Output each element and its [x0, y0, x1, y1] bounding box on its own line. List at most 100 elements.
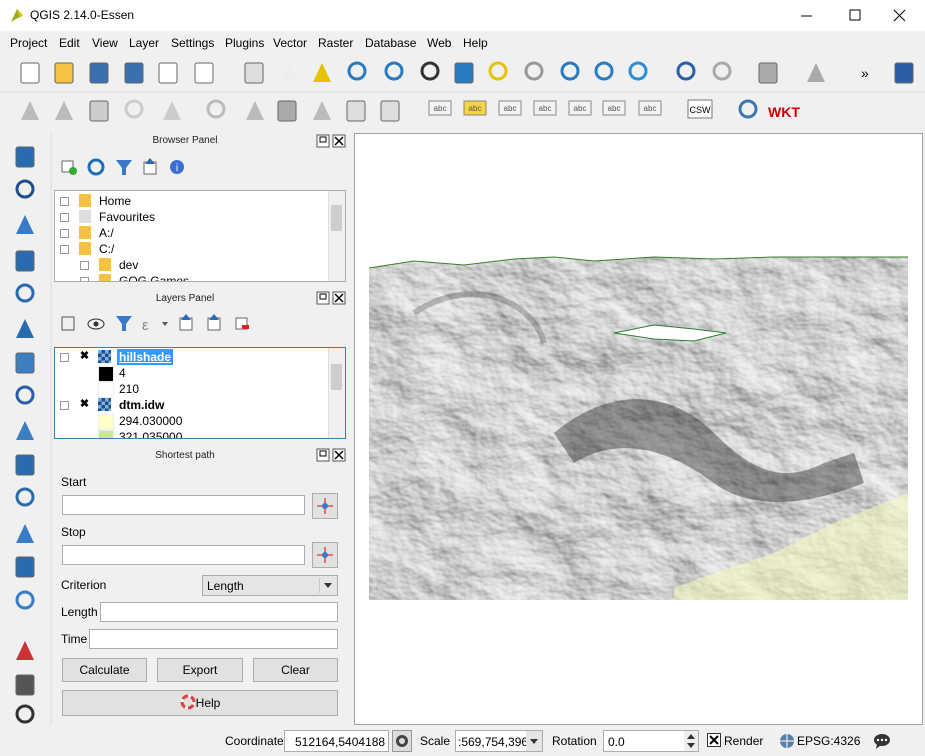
menu-item[interactable]: Layer [129, 36, 160, 50]
menu-item[interactable]: Help [463, 36, 488, 50]
tool-icon[interactable] [246, 101, 264, 120]
calculate-button[interactable]: Calculate [62, 658, 147, 682]
tool-icon[interactable] [384, 61, 404, 81]
tool-icon[interactable] [16, 319, 34, 338]
layer-name[interactable]: hillshade [117, 349, 174, 365]
menu-item[interactable]: Raster [318, 36, 354, 50]
tool-icon[interactable] [89, 100, 109, 122]
scroll-thumb[interactable] [331, 364, 342, 390]
tool-icon[interactable] [628, 61, 648, 81]
tree-item[interactable]: Home [99, 194, 132, 208]
label-tool[interactable] [463, 100, 487, 116]
tool-icon[interactable] [15, 250, 35, 272]
coordinate-field[interactable]: 512164,5404188 [284, 730, 389, 752]
tool-icon[interactable] [15, 487, 35, 507]
messages-icon[interactable] [872, 731, 892, 751]
panel-buttons[interactable] [316, 134, 348, 148]
tool-icon[interactable] [163, 101, 181, 120]
tree-expander[interactable] [60, 245, 69, 254]
tool-icon[interactable] [89, 62, 109, 84]
tool-icon[interactable] [380, 100, 400, 122]
panel-tools[interactable]: ε [58, 312, 258, 336]
time-output[interactable] [89, 629, 338, 649]
tool-icon[interactable] [15, 674, 35, 696]
tree-expander[interactable] [60, 197, 69, 206]
tool-icon[interactable] [712, 61, 732, 81]
tool-icon[interactable] [15, 283, 35, 303]
tool-icon[interactable] [16, 641, 34, 660]
tool-icon[interactable] [277, 100, 297, 122]
tool-icon[interactable] [124, 99, 144, 119]
window-controls[interactable] [790, 0, 925, 31]
pick-stop-button[interactable] [312, 542, 338, 568]
tool-icon[interactable] [15, 352, 35, 374]
panel-buttons[interactable] [316, 291, 348, 305]
layer-name[interactable]: dtm.idw [119, 398, 165, 412]
tool-icon[interactable] [738, 99, 758, 119]
tool-icon[interactable] [16, 421, 34, 440]
tool-icon[interactable] [346, 100, 366, 122]
tool-icon[interactable] [758, 62, 778, 84]
label-tool[interactable] [638, 100, 662, 116]
tool-icon[interactable] [244, 62, 264, 84]
tool-icon[interactable] [807, 63, 825, 82]
tool-icon[interactable] [454, 62, 474, 84]
menu-item[interactable]: Settings [171, 36, 215, 50]
export-button[interactable]: Export [157, 658, 243, 682]
tool-icon[interactable] [194, 62, 214, 84]
tool-icon[interactable] [560, 61, 580, 81]
tool-icon[interactable] [15, 146, 35, 168]
tool-icon[interactable] [280, 63, 298, 82]
map-canvas[interactable] [354, 133, 923, 725]
menu-item[interactable]: Project [10, 36, 48, 50]
tree-item[interactable]: GOG Games [119, 274, 190, 282]
tool-icon[interactable] [15, 454, 35, 476]
toolbar-overflow[interactable]: » [861, 65, 869, 81]
tool-icon[interactable] [313, 63, 331, 82]
tool-icon[interactable] [488, 61, 508, 81]
scrollbar[interactable] [328, 191, 345, 281]
tree-expander[interactable] [80, 261, 89, 270]
tool-icon[interactable] [15, 385, 35, 405]
tool-icon[interactable] [15, 590, 35, 610]
stop-input[interactable] [62, 545, 305, 565]
tool-icon[interactable] [54, 62, 74, 84]
render-checkbox[interactable] [707, 733, 721, 747]
tool-icon[interactable] [124, 62, 144, 84]
tool-icon[interactable] [676, 61, 696, 81]
tool-icon[interactable] [20, 62, 40, 84]
help-button[interactable]: Help [62, 690, 338, 716]
tool-icon[interactable] [15, 179, 35, 199]
menu-item[interactable]: View [92, 36, 118, 50]
crs-icon[interactable] [779, 733, 795, 749]
tool-icon[interactable] [347, 61, 367, 81]
tool-icon[interactable] [16, 524, 34, 543]
wkt-tool[interactable]: WKT [768, 104, 800, 120]
tree-expander[interactable] [80, 277, 89, 281]
layer-checkbox[interactable]: ✖ [79, 398, 90, 410]
pick-start-button[interactable] [312, 493, 338, 519]
tree-expander[interactable] [60, 213, 69, 222]
tree-expander[interactable] [60, 229, 69, 238]
tool-icon[interactable] [313, 101, 331, 120]
label-tool[interactable] [533, 100, 557, 116]
label-tool[interactable] [498, 100, 522, 116]
coordinate-toggle[interactable] [392, 730, 412, 752]
csw-tool[interactable] [687, 99, 713, 119]
tool-icon[interactable] [594, 61, 614, 81]
tree-expander[interactable] [60, 353, 69, 362]
scale-field[interactable]: :569,754,396 [455, 730, 543, 752]
criterion-select[interactable]: Length [202, 575, 338, 596]
rotation-field[interactable]: 0.0 [603, 730, 699, 752]
tool-icon[interactable] [894, 62, 914, 84]
tree-expander[interactable] [60, 401, 69, 410]
start-input[interactable] [62, 495, 305, 515]
menu-item[interactable]: Web [427, 36, 452, 50]
tree-item[interactable]: C:/ [99, 242, 115, 256]
tool-icon[interactable] [16, 215, 34, 234]
menu-item[interactable]: Edit [59, 36, 80, 50]
layer-checkbox[interactable]: ✖ [79, 350, 90, 362]
label-tool[interactable] [568, 100, 592, 116]
tool-icon[interactable] [55, 101, 73, 120]
tree-item[interactable]: A:/ [99, 226, 114, 240]
